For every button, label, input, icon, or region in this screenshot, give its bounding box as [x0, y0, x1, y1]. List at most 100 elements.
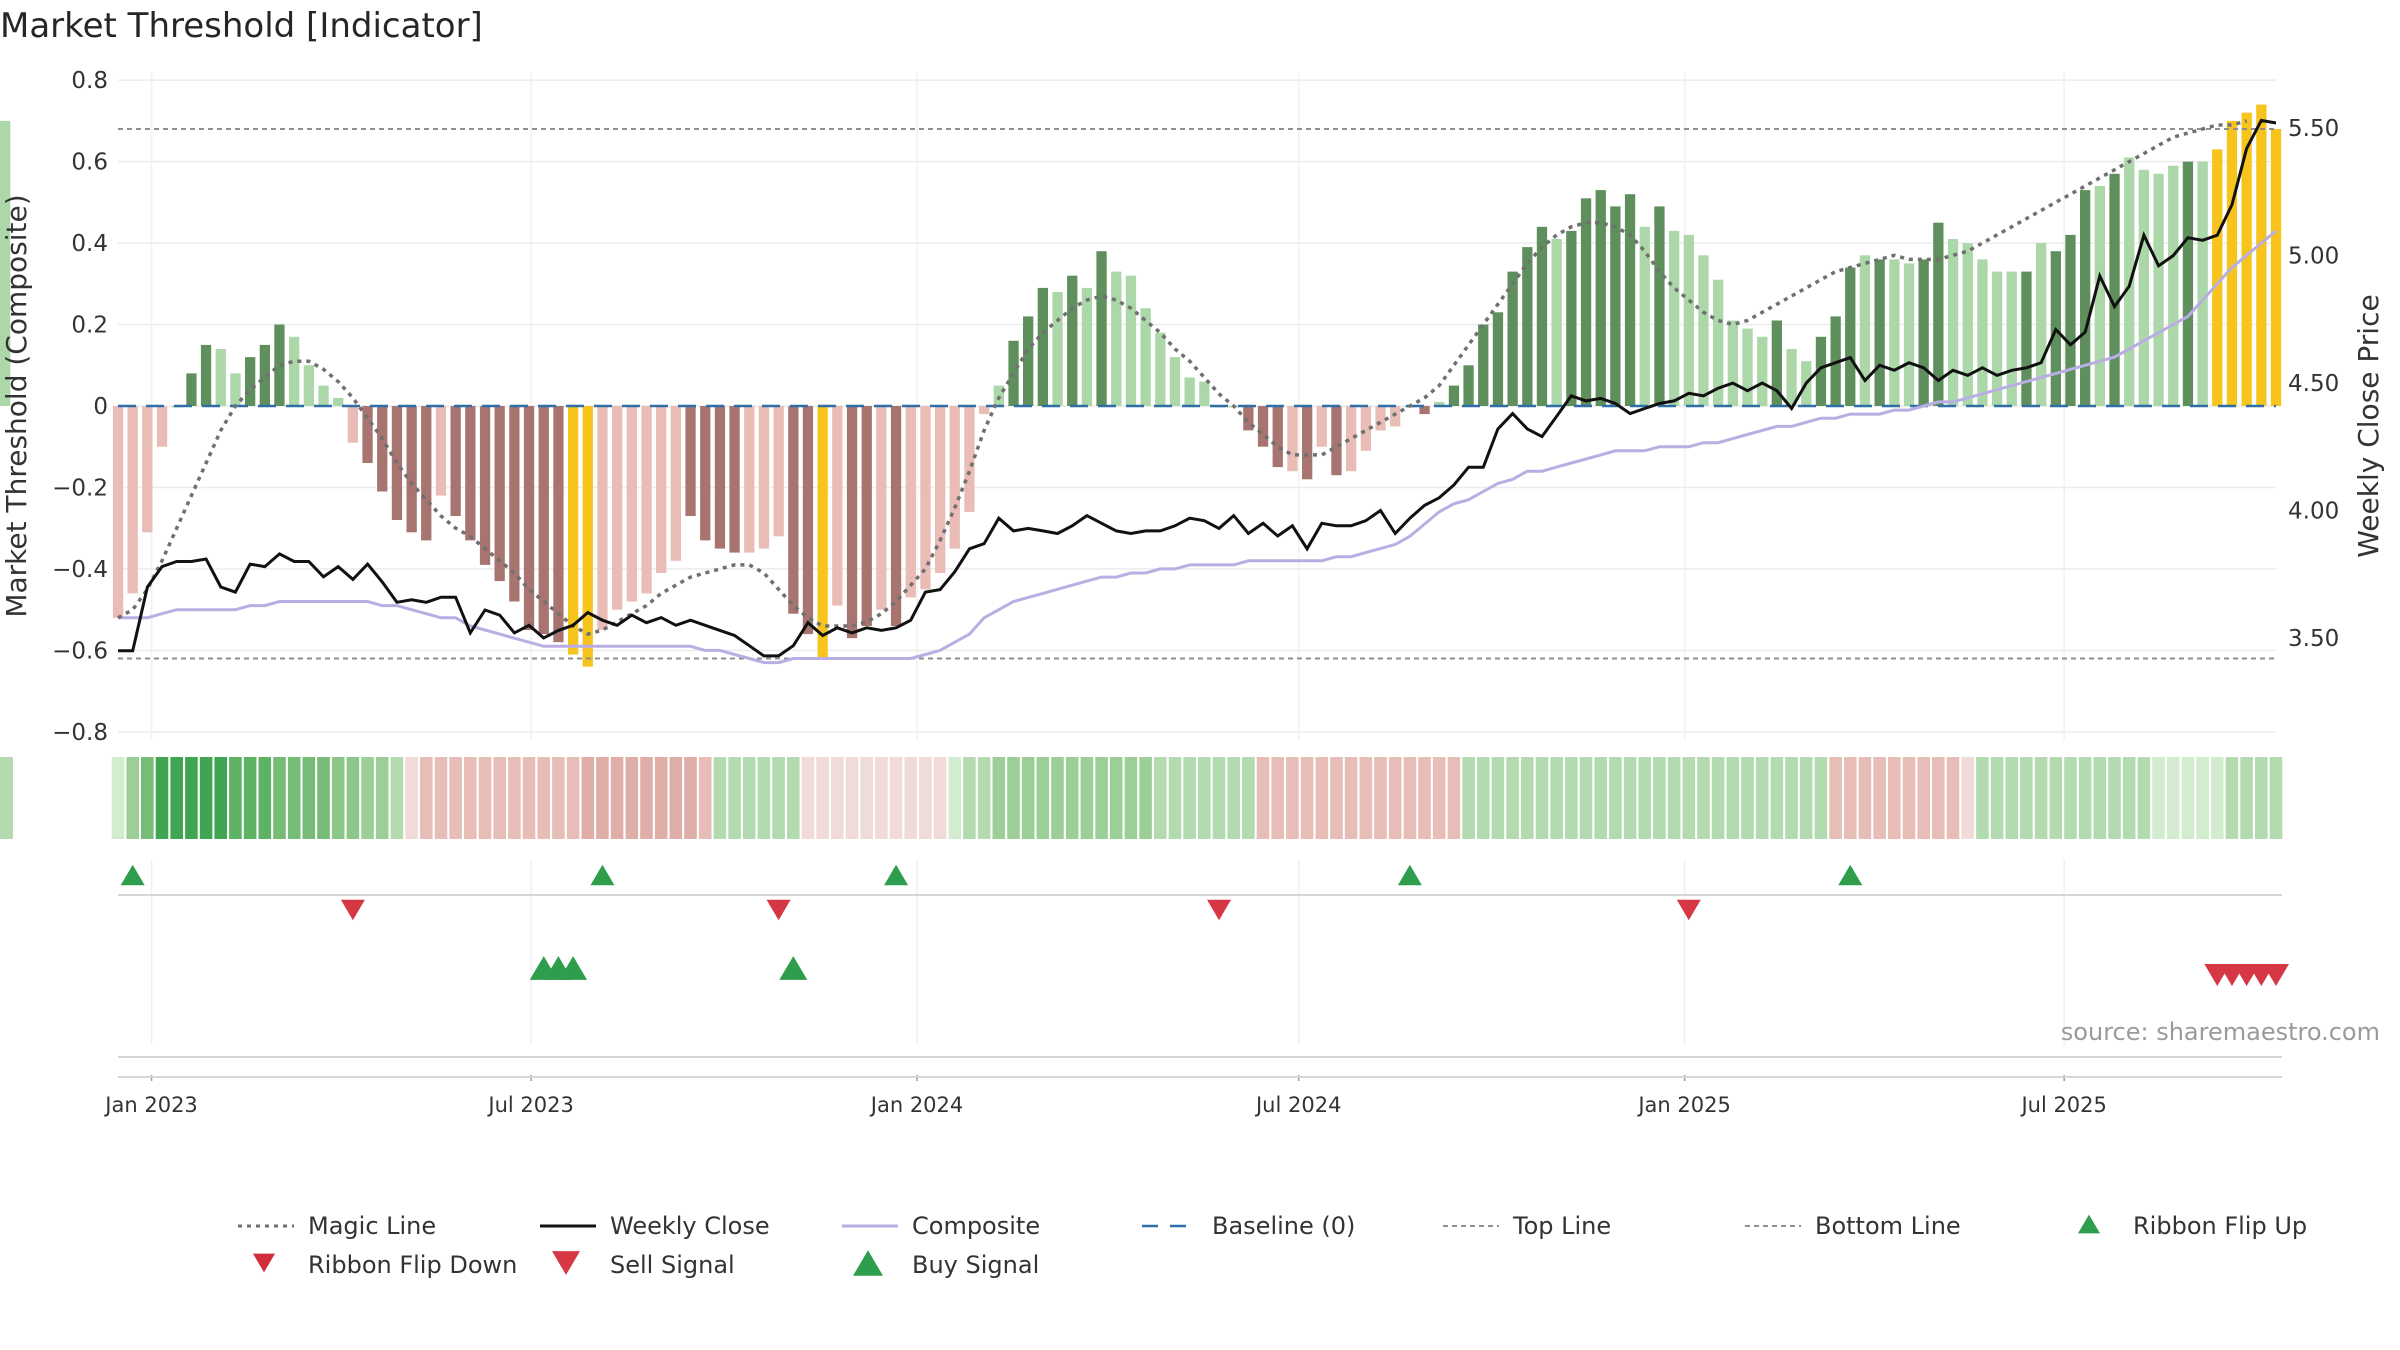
composite-bar [1037, 287, 1048, 406]
ribbon-cell [1007, 757, 1020, 839]
composite-bar [1639, 226, 1650, 406]
composite-bar [289, 336, 300, 406]
ribbon-cell [1653, 757, 1666, 839]
ribbon-cell [1139, 757, 1152, 839]
legend-item: Ribbon Flip Down [253, 1251, 517, 1279]
composite-bar [2036, 243, 2047, 406]
ribbon-cell [1682, 757, 1696, 839]
composite-bar [1081, 287, 1093, 406]
composite-bar [568, 406, 579, 655]
legend-swatch-buy [853, 1250, 883, 1276]
magic-line [117, 119, 2248, 636]
composite-bar [714, 406, 726, 549]
composite-bar [1052, 292, 1063, 406]
composite-bar [1977, 259, 1988, 406]
ribbon-cell [2108, 757, 2121, 839]
ribbon-cell [1491, 757, 1505, 839]
ribbon-cell [875, 757, 888, 839]
composite-bar [1859, 255, 1871, 406]
x-tick-label: Jul 2023 [486, 1093, 573, 1117]
ribbon-cell [816, 757, 829, 839]
y-tick-label: −0.8 [52, 720, 108, 746]
composite-bar [861, 406, 872, 626]
composite-bar [1448, 385, 1460, 406]
ribbon-cell [2255, 757, 2268, 839]
legend-item: Ribbon Flip Up [2078, 1212, 2307, 1240]
ribbon-cell [405, 757, 418, 839]
ribbon-cell [596, 757, 609, 839]
ribbon-strip [0, 757, 2283, 839]
composite-bar [1727, 320, 1738, 406]
ribbon-cell [757, 757, 771, 839]
y2-tick-label: 4.00 [2288, 499, 2339, 525]
composite-bar [612, 406, 623, 610]
composite-bar [1243, 406, 1254, 431]
y-tick-label: 0.4 [71, 231, 108, 257]
ribbon-cell [654, 757, 668, 839]
legend-swatch-flip-down [253, 1253, 275, 1273]
composite-bar [127, 406, 138, 594]
y2-axis-label: Weekly Close Price [2352, 294, 2385, 557]
composite-bar [1595, 190, 1606, 406]
x-tick-label: Jan 2024 [869, 1093, 964, 1117]
legend-item: Buy Signal [853, 1250, 1039, 1279]
composite-bar [1434, 401, 1445, 406]
ribbon-cell [2093, 757, 2107, 839]
ribbon-flip-down-marker [340, 899, 365, 921]
ribbon-cell [1888, 757, 1901, 839]
ribbon-cell [581, 757, 595, 839]
composite-bar [890, 406, 902, 626]
ribbon-cell [1388, 757, 1402, 839]
ribbon-cell [2064, 757, 2077, 839]
ribbon-cell [2166, 757, 2180, 839]
legend: Magic Line Weekly Close Composite Baseline … [238, 1212, 2307, 1279]
composite-bar [1536, 226, 1548, 406]
composite-bars [0, 104, 2282, 667]
composite-bar [200, 344, 212, 406]
y-tick-label: −0.4 [52, 557, 108, 583]
ribbon-cell [1242, 757, 1255, 839]
x-tick-label: Jan 2023 [103, 1093, 198, 1117]
ribbon-cell [1344, 757, 1358, 839]
ribbon-cell [889, 757, 903, 839]
composite-bar [1522, 247, 1533, 406]
composite-bar [979, 406, 990, 415]
ribbon-cell [2122, 757, 2136, 839]
ribbon-cell [625, 757, 639, 839]
ribbon-cell [1667, 757, 1681, 839]
legend-item: Bottom Line [1745, 1212, 1961, 1240]
ribbon-cell [1623, 757, 1637, 839]
composite-bar [1023, 316, 1034, 406]
ribbon-cell [552, 757, 565, 839]
axes: −0.8 −0.6 −0.4 −0.2 0 0.2 0.4 0.6 0.8 3.50 4.00 4.5… [0, 68, 2385, 1117]
composite-bar [1933, 222, 1944, 406]
composite-bar [1669, 230, 1680, 406]
y-tick-label: 0 [93, 394, 108, 420]
ribbon-cell [1741, 757, 1754, 839]
series-lines [117, 118, 2277, 665]
ribbon-cell [199, 757, 213, 839]
composite-bar [435, 406, 447, 496]
composite-bar [1698, 255, 1709, 406]
y2-tick-label: 5.50 [2288, 116, 2339, 142]
composite-bar [1346, 406, 1357, 472]
composite-bar [2226, 120, 2238, 407]
composite-bar [1184, 377, 1195, 406]
ribbon-cell [1403, 757, 1417, 839]
sell-signal-marker [2263, 963, 2289, 987]
composite-bar [2153, 173, 2164, 406]
ribbon-cell [933, 757, 947, 839]
composite-bar [1257, 406, 1269, 447]
ribbon-cell [302, 757, 316, 839]
composite-bar [1507, 271, 1518, 406]
composite-bar [1390, 406, 1401, 427]
ribbon-cell [1873, 757, 1886, 839]
ribbon-cell [2137, 757, 2151, 839]
ribbon-cell [464, 757, 477, 839]
ribbon-cell [698, 757, 712, 839]
ribbon-cell [713, 757, 727, 839]
composite-bar [1786, 349, 1797, 406]
legend-label: Ribbon Flip Down [308, 1251, 517, 1279]
ribbon-cell [141, 757, 154, 839]
